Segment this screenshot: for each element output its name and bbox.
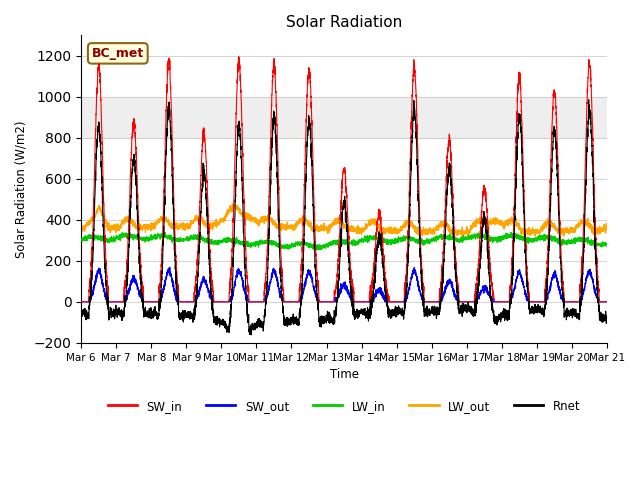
Rnet xyxy=(433,313,440,319)
LW_in xyxy=(77,237,85,243)
Rnet xyxy=(603,318,611,324)
LW_in xyxy=(172,236,180,242)
Rnet xyxy=(77,312,85,317)
SW_in xyxy=(602,299,610,305)
SW_out xyxy=(492,299,499,305)
SW_out xyxy=(603,299,611,305)
SW_in xyxy=(235,54,243,60)
SW_in xyxy=(492,299,499,305)
SW_in xyxy=(172,254,179,260)
LW_in xyxy=(324,241,332,247)
SW_in xyxy=(603,299,611,305)
SW_out xyxy=(77,299,85,305)
LW_in xyxy=(603,244,611,250)
LW_out xyxy=(228,201,236,207)
Rnet xyxy=(172,269,179,275)
LW_in xyxy=(313,247,321,253)
Line: LW_out: LW_out xyxy=(81,204,607,237)
Rnet xyxy=(247,332,255,338)
Legend: SW_in, SW_out, LW_in, LW_out, Rnet: SW_in, SW_out, LW_in, LW_out, Rnet xyxy=(103,395,585,417)
SW_out xyxy=(433,299,440,305)
SW_in xyxy=(324,299,332,305)
LW_out xyxy=(462,228,470,234)
Rnet xyxy=(585,97,593,103)
SW_out xyxy=(602,299,610,305)
SW_in xyxy=(433,299,440,305)
SW_out xyxy=(324,299,332,305)
LW_out xyxy=(77,225,85,230)
SW_in xyxy=(462,299,470,305)
SW_out xyxy=(166,264,173,270)
Line: SW_out: SW_out xyxy=(81,267,607,302)
LW_out xyxy=(433,223,440,228)
LW_in xyxy=(462,237,470,242)
SW_out xyxy=(172,294,180,300)
Title: Solar Radiation: Solar Radiation xyxy=(286,15,402,30)
SW_out xyxy=(462,299,470,305)
Y-axis label: Solar Radiation (W/m2): Solar Radiation (W/m2) xyxy=(15,120,28,258)
X-axis label: Time: Time xyxy=(330,368,358,381)
Line: SW_in: SW_in xyxy=(81,57,607,302)
LW_out xyxy=(458,234,466,240)
Line: LW_in: LW_in xyxy=(81,232,607,250)
LW_out xyxy=(492,220,499,226)
LW_out xyxy=(324,225,332,230)
LW_in xyxy=(603,241,611,247)
Rnet xyxy=(492,321,499,326)
Text: BC_met: BC_met xyxy=(92,47,144,60)
LW_in xyxy=(492,236,499,241)
LW_out xyxy=(172,226,179,231)
LW_out xyxy=(603,225,611,230)
LW_in xyxy=(433,236,440,241)
Rnet xyxy=(603,316,611,322)
Rnet xyxy=(462,302,470,308)
LW_in xyxy=(161,229,169,235)
Bar xyxy=(81,97,607,138)
LW_out xyxy=(603,224,611,230)
SW_in xyxy=(77,299,85,305)
Line: Rnet: Rnet xyxy=(81,100,607,335)
Rnet xyxy=(324,316,332,322)
